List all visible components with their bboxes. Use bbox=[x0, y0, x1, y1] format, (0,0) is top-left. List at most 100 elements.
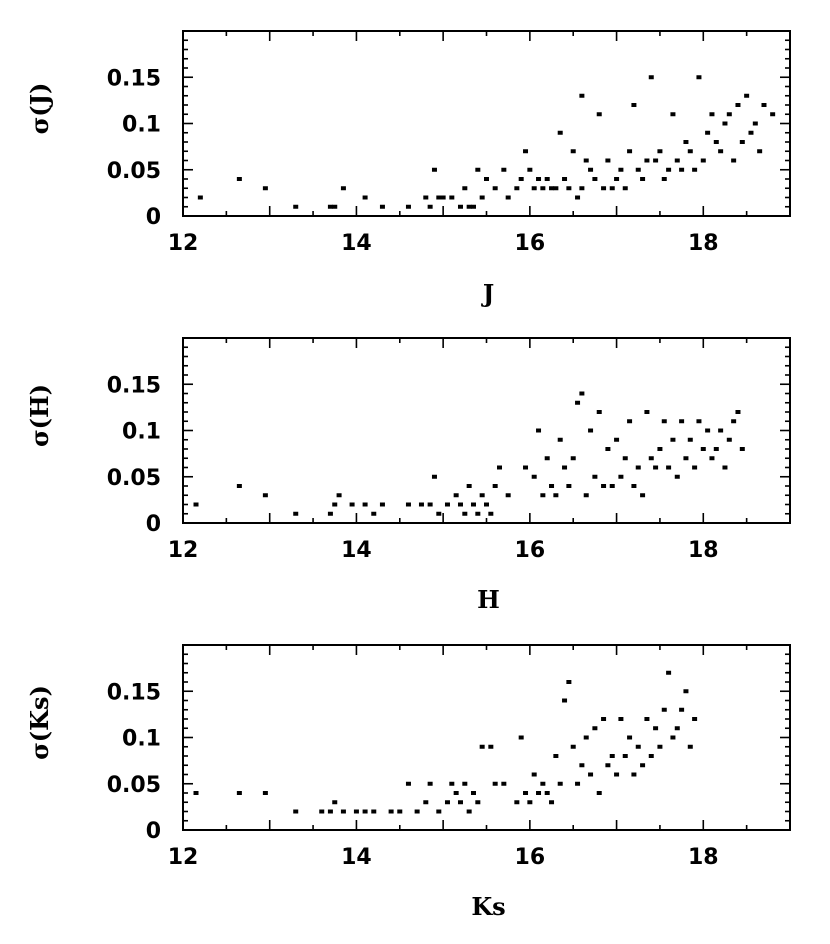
data-point bbox=[362, 502, 368, 507]
data-point bbox=[332, 502, 338, 507]
data-point bbox=[761, 103, 767, 107]
data-point bbox=[523, 149, 529, 154]
data-point bbox=[557, 130, 563, 135]
x-axis-title: Ks bbox=[471, 892, 505, 921]
y-tick-label: 0.05 bbox=[107, 773, 161, 798]
data-point bbox=[700, 158, 706, 163]
data-point bbox=[731, 158, 737, 163]
data-point bbox=[557, 437, 563, 442]
data-point bbox=[592, 726, 598, 731]
data-point bbox=[536, 177, 542, 181]
data-point bbox=[709, 112, 715, 117]
y-tick-label: 0 bbox=[146, 512, 161, 537]
data-point bbox=[661, 177, 667, 181]
x-tick-label: 16 bbox=[515, 538, 546, 563]
data-point bbox=[644, 158, 650, 163]
y-axis-title: σ(H) bbox=[25, 384, 54, 447]
data-point bbox=[453, 493, 459, 498]
data-point bbox=[653, 726, 659, 731]
data-point bbox=[705, 130, 711, 135]
data-points bbox=[193, 670, 698, 814]
y-tick-label: 0.1 bbox=[122, 727, 161, 752]
data-point bbox=[444, 502, 450, 507]
data-point bbox=[661, 419, 667, 424]
axis-ticks: 12 14 16 18 0 0.05 0.1 0.15 bbox=[107, 644, 791, 870]
data-point bbox=[397, 809, 403, 814]
data-point bbox=[544, 456, 550, 461]
data-point bbox=[440, 195, 446, 200]
data-point bbox=[414, 809, 420, 814]
panel-h: H σ(H) 12 14 16 18 0 0.05 0.1 0.15 bbox=[25, 337, 791, 614]
data-point bbox=[379, 204, 385, 209]
data-point bbox=[696, 419, 702, 424]
data-point bbox=[431, 167, 437, 172]
data-point bbox=[679, 707, 685, 712]
data-point bbox=[579, 391, 585, 396]
data-point bbox=[683, 140, 689, 144]
data-point bbox=[470, 204, 476, 209]
data-point bbox=[362, 809, 368, 814]
data-point bbox=[327, 204, 333, 209]
y-tick-label: 0.1 bbox=[122, 420, 161, 445]
data-point bbox=[553, 754, 559, 758]
data-point bbox=[553, 493, 559, 498]
data-point bbox=[657, 744, 663, 749]
x-axis-title: J bbox=[481, 279, 494, 308]
data-point bbox=[622, 186, 628, 191]
data-point bbox=[523, 791, 529, 795]
data-point bbox=[735, 103, 741, 107]
data-point bbox=[332, 800, 338, 805]
x-tick-label: 12 bbox=[168, 538, 199, 563]
x-tick-label: 14 bbox=[341, 231, 372, 256]
data-point bbox=[336, 493, 342, 498]
data-point bbox=[193, 791, 199, 795]
data-point bbox=[518, 735, 524, 740]
data-point bbox=[540, 493, 546, 498]
data-point bbox=[635, 465, 641, 470]
plot-frame bbox=[182, 30, 791, 217]
data-point bbox=[566, 484, 572, 488]
data-point bbox=[713, 140, 719, 144]
data-point bbox=[692, 167, 698, 172]
data-point bbox=[644, 717, 650, 721]
data-point bbox=[293, 809, 299, 814]
data-point bbox=[466, 204, 472, 209]
y-tick-label: 0.15 bbox=[107, 373, 161, 398]
data-point bbox=[757, 149, 763, 154]
data-point bbox=[531, 772, 537, 777]
plot-frame bbox=[182, 337, 791, 524]
data-point bbox=[692, 717, 698, 721]
data-point bbox=[657, 447, 663, 451]
y-tick-label: 0.15 bbox=[107, 66, 161, 91]
data-point bbox=[640, 493, 646, 498]
data-point bbox=[648, 456, 654, 461]
data-point bbox=[579, 186, 585, 191]
plot-frame bbox=[182, 644, 791, 831]
data-point bbox=[674, 158, 680, 163]
x-tick-label: 16 bbox=[515, 231, 546, 256]
data-point bbox=[579, 93, 585, 98]
data-point bbox=[236, 791, 242, 795]
data-point bbox=[405, 781, 411, 786]
data-point bbox=[601, 186, 607, 191]
data-point bbox=[505, 195, 511, 200]
data-point bbox=[501, 781, 507, 786]
data-point bbox=[475, 167, 481, 172]
data-point bbox=[739, 140, 745, 144]
data-point bbox=[696, 75, 702, 80]
data-point bbox=[605, 158, 611, 163]
data-point bbox=[631, 772, 637, 777]
data-point bbox=[497, 465, 503, 470]
data-point bbox=[618, 474, 624, 479]
x-tick-label: 18 bbox=[688, 231, 719, 256]
data-point bbox=[293, 511, 299, 516]
data-point bbox=[687, 437, 693, 442]
x-tick-label: 18 bbox=[688, 845, 719, 870]
data-point bbox=[635, 744, 641, 749]
data-point bbox=[514, 800, 520, 805]
y-tick-label: 0.05 bbox=[107, 466, 161, 491]
data-point bbox=[726, 437, 732, 442]
data-point bbox=[718, 428, 724, 433]
data-point bbox=[570, 149, 576, 154]
data-point bbox=[631, 103, 637, 107]
